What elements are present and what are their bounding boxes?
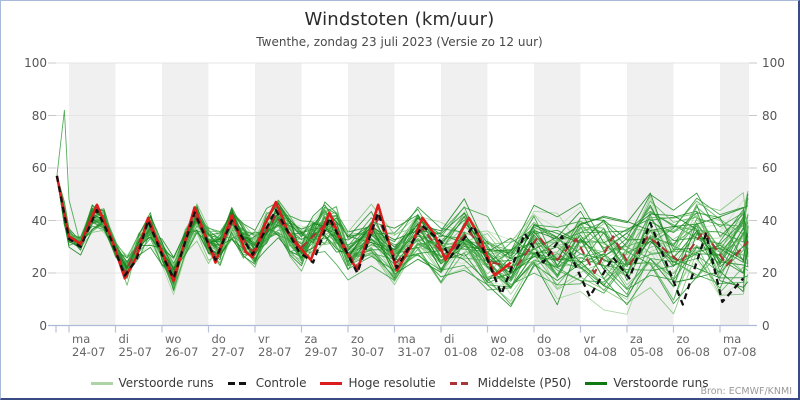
y-axis-label: 20 xyxy=(762,266,778,280)
x-axis-date: 06-08 xyxy=(676,345,710,359)
chart-subtitle: Twenthe, zondag 23 juli 2023 (Versie zo … xyxy=(256,35,543,49)
legend-label: Verstoorde runs xyxy=(118,376,214,390)
x-axis-label: zo 06-08 xyxy=(677,333,710,359)
day-band xyxy=(69,63,116,326)
x-axis-day: di xyxy=(118,332,130,346)
y-axis-label: 80 xyxy=(762,108,778,123)
x-axis-date: 02-08 xyxy=(490,345,524,359)
x-axis-date: 27-07 xyxy=(211,345,245,359)
legend-line-swatch xyxy=(585,381,608,385)
page-title: Windstoten (km/uur) xyxy=(304,9,495,30)
x-axis-label: zo 30-07 xyxy=(351,333,384,359)
x-axis-label: ma 07-08 xyxy=(723,333,756,359)
legend-item: Middelste (P50) xyxy=(449,376,572,390)
ensemble-member-line xyxy=(56,175,749,306)
x-axis-day: zo xyxy=(351,332,365,346)
x-axis-label: za 05-08 xyxy=(630,333,663,359)
x-axis-date: 28-07 xyxy=(258,345,292,359)
x-axis-date: 01-08 xyxy=(444,345,478,359)
x-axis-date: 26-07 xyxy=(165,345,199,359)
legend-line-swatch xyxy=(449,381,472,385)
source-credit: Bron: ECMWF/KNMI xyxy=(700,386,793,397)
x-axis-day: zo xyxy=(676,332,690,346)
x-axis-date: 31-07 xyxy=(397,345,431,359)
y-axis-label: 0 xyxy=(762,318,770,333)
x-axis-label: ma 31-07 xyxy=(398,333,431,359)
x-axis-date: 04-08 xyxy=(583,345,617,359)
x-axis-day: vr xyxy=(258,332,270,346)
legend-line-swatch xyxy=(320,381,343,385)
day-band xyxy=(162,63,209,326)
x-axis-label: wo 02-08 xyxy=(491,333,524,359)
x-axis-label: di 25-07 xyxy=(119,333,152,359)
x-axis-label: wo 26-07 xyxy=(165,333,198,359)
legend-label: Controle xyxy=(255,376,307,390)
day-band xyxy=(255,63,302,326)
x-axis-date: 30-07 xyxy=(351,345,385,359)
legend-item: Hoge resolutie xyxy=(320,376,436,390)
x-axis-date: 05-08 xyxy=(630,345,664,359)
day-band xyxy=(441,63,488,326)
x-axis-label: za 29-07 xyxy=(305,333,338,359)
x-axis-day: do xyxy=(537,332,552,346)
day-band xyxy=(348,63,395,326)
x-axis-day: di xyxy=(444,332,455,346)
x-axis-date: 24-07 xyxy=(72,345,106,359)
x-axis-label: di 01-08 xyxy=(444,333,477,359)
x-axis-day: za xyxy=(630,332,644,346)
x-axis-day: wo xyxy=(165,332,182,346)
legend-label: Verstoorde runs xyxy=(613,376,709,390)
x-axis-day: vr xyxy=(583,332,596,346)
y-axis-label: 60 xyxy=(31,161,47,175)
y-axis-label: 80 xyxy=(31,108,47,123)
x-axis-date: 29-07 xyxy=(304,345,338,359)
y-axis-label: 40 xyxy=(31,213,47,228)
x-axis-label: ma 24-07 xyxy=(72,333,105,359)
x-axis-label: do 27-07 xyxy=(212,333,245,359)
legend-line-swatch xyxy=(227,381,250,385)
x-axis-date: 25-07 xyxy=(118,345,152,359)
legend-line-swatch xyxy=(90,381,113,385)
legend-label: Middelste (P50) xyxy=(477,376,572,390)
y-axis-label: 100 xyxy=(762,56,785,70)
x-axis-day: ma xyxy=(72,332,91,346)
x-axis-label: do 03-08 xyxy=(537,333,570,359)
legend-label: Hoge resolutie xyxy=(348,376,436,390)
x-axis-date: 03-08 xyxy=(537,345,571,359)
legend-item: Controle xyxy=(227,376,307,390)
y-axis-label: 100 xyxy=(24,56,47,70)
x-axis-day: ma xyxy=(723,332,742,346)
x-axis-label: vr 28-07 xyxy=(258,333,291,359)
x-axis-label: vr 04-08 xyxy=(584,333,617,359)
legend-item: Verstoorde runs xyxy=(585,376,708,390)
y-axis-label: 20 xyxy=(31,266,47,280)
x-axis-date: 07-08 xyxy=(723,345,757,359)
y-axis-label: 40 xyxy=(762,213,778,228)
x-axis-day: za xyxy=(304,332,318,346)
y-axis-label: 60 xyxy=(762,161,778,175)
x-axis-day: wo xyxy=(490,332,507,346)
x-axis-day: ma xyxy=(397,332,416,346)
y-axis-label: 0 xyxy=(39,318,47,333)
x-axis-day: do xyxy=(211,332,226,346)
legend-item: Verstoorde runs xyxy=(90,376,214,390)
chart-legend: Verstoorde runs Controle Hoge resolutie Mid… xyxy=(1,376,798,390)
hoge-resolutie-line xyxy=(55,175,512,283)
day-band xyxy=(534,63,581,326)
